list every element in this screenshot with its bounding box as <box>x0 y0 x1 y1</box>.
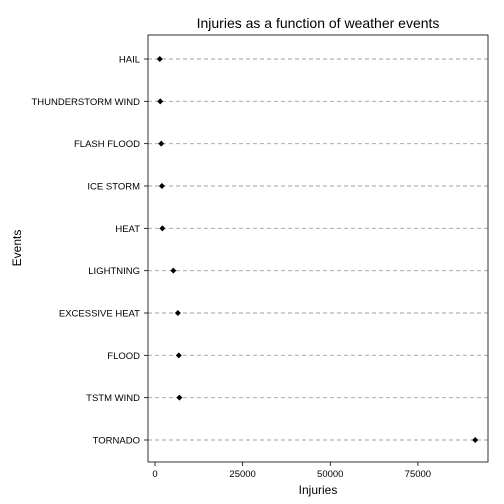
x-tick-label: 0 <box>152 469 157 480</box>
data-point <box>170 267 177 274</box>
data-point <box>156 56 163 62</box>
x-tick-label: 25000 <box>229 469 255 480</box>
category-label: TSTM WIND <box>86 393 140 404</box>
grid-lines <box>148 58 488 441</box>
category-label: ICE STORM <box>87 182 140 193</box>
category-labels: HAIL THUNDERSTORM WIND FLASH FLOOD ICE STOR… <box>31 55 148 447</box>
data-point <box>176 394 183 401</box>
y-axis-title: Events <box>10 230 24 267</box>
category-label: HAIL <box>119 55 140 66</box>
data-point <box>174 310 181 316</box>
data-point <box>158 183 165 189</box>
category-label: HEAT <box>115 224 140 235</box>
data-point <box>158 140 165 147</box>
data-points <box>156 56 479 443</box>
category-label: TORNADO <box>93 436 140 447</box>
category-label: FLOOD <box>107 351 140 362</box>
x-axis-title: Injuries <box>299 483 338 497</box>
chart-title: Injuries as a function of weather events <box>197 15 440 31</box>
x-tick-label: 75000 <box>405 469 431 480</box>
data-point <box>175 352 182 359</box>
category-label: LIGHTNING <box>88 266 140 277</box>
category-label: EXCESSIVE HEAT <box>59 309 140 320</box>
category-label: THUNDERSTORM WIND <box>31 97 140 108</box>
category-label: FLASH FLOOD <box>74 139 140 150</box>
plot-frame <box>147 34 489 463</box>
x-tick-label: 50000 <box>317 469 343 480</box>
x-axis-ticks: 0 25000 50000 75000 <box>152 462 431 480</box>
data-point <box>159 225 166 232</box>
data-point <box>157 98 164 105</box>
data-point <box>472 437 479 443</box>
